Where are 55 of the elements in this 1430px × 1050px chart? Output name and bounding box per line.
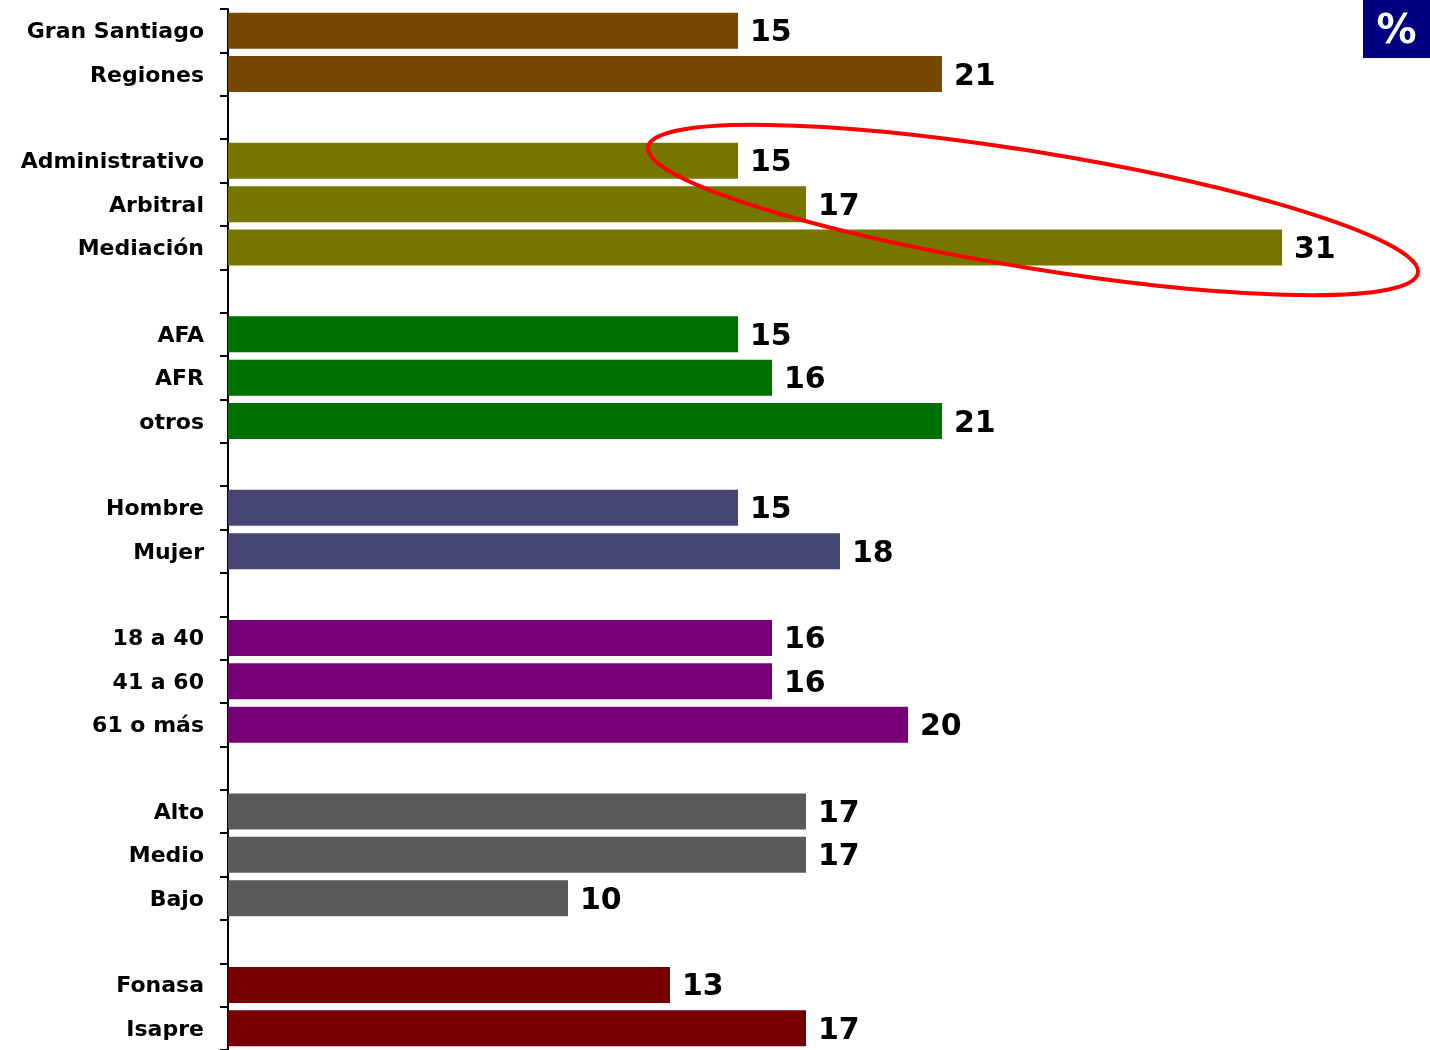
- data-label: 15: [750, 316, 792, 352]
- y-tick-label: Administrativo: [20, 148, 204, 174]
- data-label: 15: [750, 490, 792, 526]
- y-tick-label: Bajo: [149, 885, 204, 911]
- data-label: 16: [784, 360, 826, 396]
- y-tick-label: Isapre: [126, 1015, 204, 1041]
- y-tick-label: Arbitral: [109, 191, 204, 217]
- data-label: 16: [784, 620, 826, 656]
- bar: [228, 186, 806, 223]
- bar: [228, 793, 806, 830]
- y-tick-label: Gran Santiago: [26, 18, 204, 44]
- y-tick-label: otros: [139, 408, 204, 434]
- bar: [228, 12, 738, 49]
- data-label: 10: [580, 880, 622, 916]
- data-label: 20: [920, 707, 962, 743]
- y-tick-label: Mediación: [77, 235, 204, 261]
- bar: [228, 316, 738, 353]
- y-tick-label: Regiones: [90, 61, 204, 87]
- y-tick-label: Fonasa: [116, 972, 204, 998]
- bar: [228, 706, 908, 743]
- y-tick-label: 61 o más: [92, 712, 204, 738]
- data-label: 17: [818, 793, 860, 829]
- text: %: [1363, 0, 1430, 58]
- y-tick-label: Medio: [128, 842, 204, 868]
- bar: [228, 1010, 806, 1047]
- bar: [228, 142, 738, 179]
- bar: [228, 229, 1282, 266]
- bar: [228, 836, 806, 873]
- bar: [228, 56, 942, 93]
- data-label: 17: [818, 1010, 860, 1046]
- bar: [228, 663, 772, 700]
- y-tick-label: Hombre: [106, 495, 204, 521]
- y-tick-label: AFR: [155, 365, 205, 391]
- y-tick-label: Alto: [153, 798, 204, 824]
- bar: [228, 489, 738, 526]
- data-label: 17: [818, 837, 860, 873]
- bar: [228, 880, 568, 917]
- y-tick-label: Mujer: [133, 538, 205, 564]
- data-label: 15: [750, 143, 792, 179]
- data-label: 21: [954, 56, 996, 92]
- bar: [228, 359, 772, 396]
- data-label: 16: [784, 663, 826, 699]
- bar: [228, 966, 670, 1003]
- y-tick-label: AFA: [157, 321, 204, 347]
- data-label: 17: [818, 186, 860, 222]
- data-label: 15: [750, 13, 792, 49]
- y-tick-label: 41 a 60: [112, 668, 204, 694]
- bar: [228, 619, 772, 656]
- data-label: 21: [954, 403, 996, 439]
- bar: [228, 533, 840, 570]
- bar: [228, 403, 942, 440]
- y-tick-label: 18 a 40: [112, 625, 204, 651]
- data-label: 18: [852, 533, 894, 569]
- data-label: 13: [682, 967, 724, 1003]
- data-label: 31: [1294, 230, 1336, 266]
